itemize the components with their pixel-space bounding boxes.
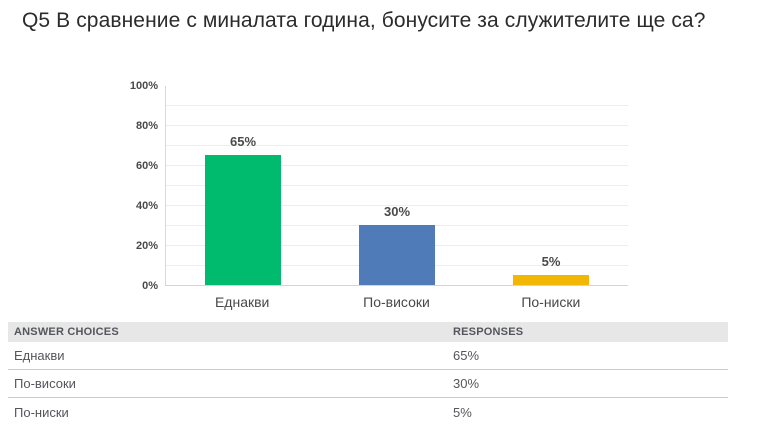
bar-column-po-niski: 5% <box>474 86 628 285</box>
bar-value-label: 30% <box>383 204 411 219</box>
answer-choice-cell: По-ниски <box>14 404 69 420</box>
y-axis-tick-100: 100% <box>129 80 158 92</box>
y-axis-tick-60: 60% <box>135 160 158 172</box>
x-axis-label-po-visoki: По-високи <box>363 294 430 310</box>
bar-column-po-visoki: 30% <box>320 86 474 285</box>
y-axis-tick-80: 80% <box>135 120 158 132</box>
x-axis-labels: Еднакви По-високи По-ниски <box>165 294 628 310</box>
x-axis-label-po-niski: По-ниски <box>521 294 581 310</box>
answer-choices-table: ANSWER CHOICES RESPONSES Еднакви 65% По-… <box>8 322 728 426</box>
y-axis-tick-0: 0% <box>142 280 158 292</box>
bar-column-ednakvi: 65% <box>166 86 320 285</box>
header-answer-choices: ANSWER CHOICES <box>14 326 119 338</box>
header-responses: RESPONSES <box>453 326 524 338</box>
response-cell: 5% <box>453 404 472 420</box>
question-title: Q5 В сравнение с миналата година, бонуси… <box>22 9 706 32</box>
table-row: По-ниски 5% <box>8 398 728 426</box>
table-row: По-високи 30% <box>8 370 728 398</box>
answer-choice-cell: Еднакви <box>14 348 65 363</box>
bar-value-label: 65% <box>229 134 257 149</box>
bar-chart-plot-area: 65% 30% 5% <box>165 86 628 286</box>
answer-choice-cell: По-високи <box>14 376 76 391</box>
table-row: Еднакви 65% <box>8 342 728 370</box>
response-cell: 30% <box>453 376 480 391</box>
bar-po-niski <box>513 275 589 285</box>
y-axis-tick-20: 20% <box>135 240 158 252</box>
bar-value-label: 5% <box>541 254 561 269</box>
bar-columns: 65% 30% 5% <box>166 86 628 285</box>
response-cell: 65% <box>453 348 480 363</box>
bar-po-visoki <box>359 225 435 285</box>
bar-ednakvi <box>205 155 281 285</box>
y-axis-tick-40: 40% <box>135 200 158 212</box>
x-axis-label-ednakvi: Еднакви <box>214 294 270 310</box>
table-header-row: ANSWER CHOICES RESPONSES <box>8 322 728 342</box>
